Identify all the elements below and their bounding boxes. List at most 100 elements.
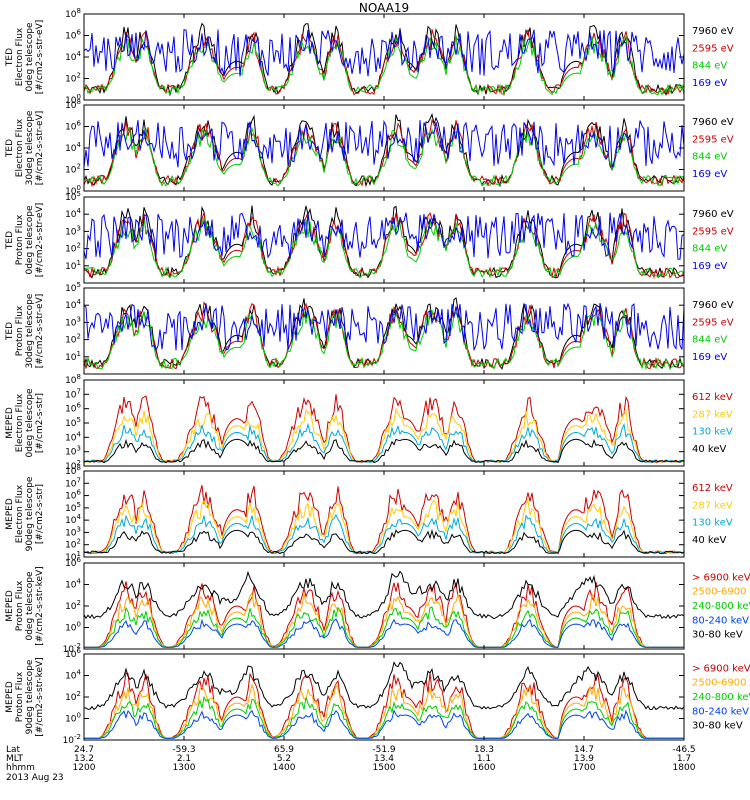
y-tick-label: 106 [65,647,81,660]
y-tick-label: 108 [65,464,81,477]
y-tick-label: 102 [65,333,81,346]
legend-entry: 844 eV [692,335,727,346]
y-axis-label: [#/cm2-s-str-eV] [35,20,45,95]
y-tick-label: 104 [65,669,81,682]
plot-frame [83,104,685,192]
y-tick-label: 10-2 [63,642,81,655]
chart-title: NOAA19 [359,1,409,15]
y-tick-label: 106 [65,29,81,42]
y-tick-label: 101 [65,550,81,563]
legend-entry: 2595 eV [692,317,734,328]
y-axis-label: 0deg telescope [25,22,35,92]
plot-frame [83,653,685,741]
x-tick-label: 1.1 [477,754,491,764]
x-tick-label: 2.1 [177,754,191,764]
legend-entry: 40 keV [692,444,726,455]
y-tick-label: 105 [65,501,81,514]
x-axis-row-label: MLT [6,754,24,764]
y-tick-label: 104 [65,50,81,63]
y-tick-label: 108 [65,98,81,111]
legend-entry: 169 eV [692,78,727,89]
data-series-line [84,695,684,739]
legend-entry: 80-240 keV [692,706,749,717]
y-axis-label: Electron Flux [15,484,25,543]
y-axis-label: MEPED [5,498,15,530]
data-series-line [83,302,685,352]
x-tick-label: 65.9 [274,745,294,755]
x-tick-label: -46.5 [672,745,695,755]
y-tick-label: 100 [65,621,81,634]
data-series-line [84,709,684,739]
data-series-line [83,485,685,555]
y-axis-label: 0deg telescope [25,205,35,275]
data-series-line [84,591,684,648]
data-series-line [83,570,685,620]
x-tick-label: 13.9 [574,754,594,764]
data-series-line [83,422,685,464]
x-tick-label: 1800 [673,763,696,773]
legend-entry: 40 keV [692,535,726,546]
data-series-line [84,683,684,739]
y-tick-label: 104 [65,430,81,443]
y-axis-label: Electron Flux [15,27,25,86]
x-tick-label: 1300 [173,763,196,773]
y-tick-label: 101 [65,259,81,272]
y-axis-label: [#/cm2-s-str-keV] [35,657,45,736]
x-tick-label: 1200 [73,763,96,773]
y-tick-label: 105 [65,416,81,429]
y-tick-label: 102 [65,163,81,176]
y-axis-label: [#/cm2-s-str-eV] [35,294,45,369]
y-tick-label: 106 [65,556,81,569]
y-axis-label: 30deg telescope [25,293,35,368]
data-series-line [84,618,684,648]
y-tick-label: 104 [65,513,81,526]
y-axis-label: Proton Flux [15,671,25,722]
legend-entry: 80-240 keV [692,615,749,626]
x-tick-label: 13.4 [374,754,394,764]
y-tick-label: 104 [65,207,81,220]
y-axis-label: 0deg telescope [25,388,35,458]
x-tick-label: 1700 [573,763,596,773]
y-tick-label: 107 [65,387,81,400]
plot-frame [83,379,685,467]
y-tick-label: 106 [65,402,81,415]
data-series-line [83,28,685,77]
legend-entry: 2595 eV [692,43,734,54]
data-series-line [83,125,685,187]
x-tick-label: 13.2 [74,754,94,764]
legend-entry: 2500-6900 [692,678,747,689]
data-series-line [84,581,684,648]
y-tick-label: 107 [65,476,81,489]
legend-entry: > 6900 keV [692,572,750,583]
y-axis-label: Proton Flux [15,580,25,631]
y-axis-label: [#/cm2-s-str-eV] [35,203,45,278]
y-axis-label: 90deg telescope [25,476,35,551]
legend-entry: 30-80 keV [692,721,743,732]
x-tick-label: -59.3 [172,745,195,755]
legend-entry: 30-80 keV [692,630,743,641]
data-series-line [83,35,685,96]
y-tick-label: 105 [65,190,81,203]
data-series-line [83,513,684,555]
legend-entry: 240-800 keV [692,692,750,703]
y-tick-label: 101 [65,350,81,363]
data-series-line [84,672,684,739]
legend-entry: 130 keV [692,427,733,438]
legend-entry: 2595 eV [692,226,734,237]
y-tick-label: 102 [65,599,81,612]
y-axis-label: MEPED [5,590,15,622]
legend-entry: 287 keV [692,409,733,420]
y-axis-label: [#/cm2-s-str-eV] [35,111,45,186]
data-series-line [83,438,685,464]
legend-entry: 7960 eV [692,300,734,311]
x-axis-row-label: Lat [6,745,21,755]
y-tick-label: 100 [65,712,81,725]
y-tick-label: 106 [65,120,81,133]
legend-entry: 844 eV [692,61,727,72]
legend-entry: > 6900 keV [692,663,750,674]
legend-entry: 612 keV [692,392,733,403]
x-tick-label: 5.2 [277,754,291,764]
y-axis-label: Electron Flux [15,393,25,452]
y-axis-label: TED [5,322,15,341]
